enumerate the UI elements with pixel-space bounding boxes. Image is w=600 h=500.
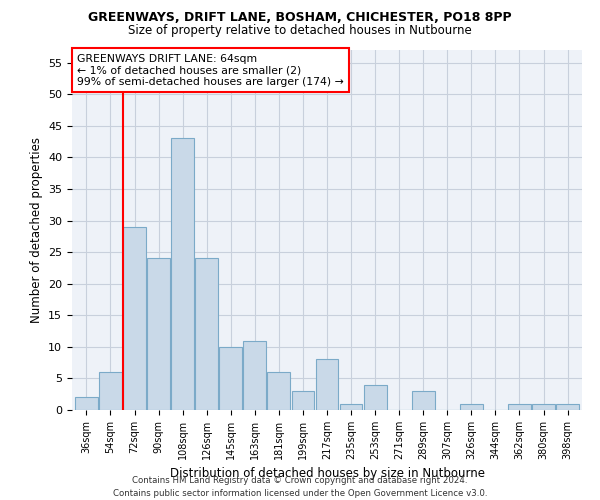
Bar xyxy=(316,360,338,410)
Bar xyxy=(171,138,194,410)
X-axis label: Distribution of detached houses by size in Nutbourne: Distribution of detached houses by size … xyxy=(170,468,485,480)
Bar xyxy=(364,384,386,410)
Bar xyxy=(220,347,242,410)
Bar xyxy=(340,404,362,410)
Bar xyxy=(75,398,98,410)
Bar xyxy=(460,404,483,410)
Bar xyxy=(556,404,579,410)
Text: GREENWAYS DRIFT LANE: 64sqm
← 1% of detached houses are smaller (2)
99% of semi-: GREENWAYS DRIFT LANE: 64sqm ← 1% of deta… xyxy=(77,54,344,87)
Bar xyxy=(412,391,434,410)
Bar xyxy=(292,391,314,410)
Bar xyxy=(532,404,555,410)
Text: GREENWAYS, DRIFT LANE, BOSHAM, CHICHESTER, PO18 8PP: GREENWAYS, DRIFT LANE, BOSHAM, CHICHESTE… xyxy=(88,11,512,24)
Bar xyxy=(268,372,290,410)
Text: Size of property relative to detached houses in Nutbourne: Size of property relative to detached ho… xyxy=(128,24,472,37)
Bar xyxy=(195,258,218,410)
Bar xyxy=(244,340,266,410)
Bar xyxy=(508,404,531,410)
Text: Contains HM Land Registry data © Crown copyright and database right 2024.
Contai: Contains HM Land Registry data © Crown c… xyxy=(113,476,487,498)
Y-axis label: Number of detached properties: Number of detached properties xyxy=(29,137,43,323)
Bar xyxy=(99,372,122,410)
Bar xyxy=(123,227,146,410)
Bar xyxy=(147,258,170,410)
